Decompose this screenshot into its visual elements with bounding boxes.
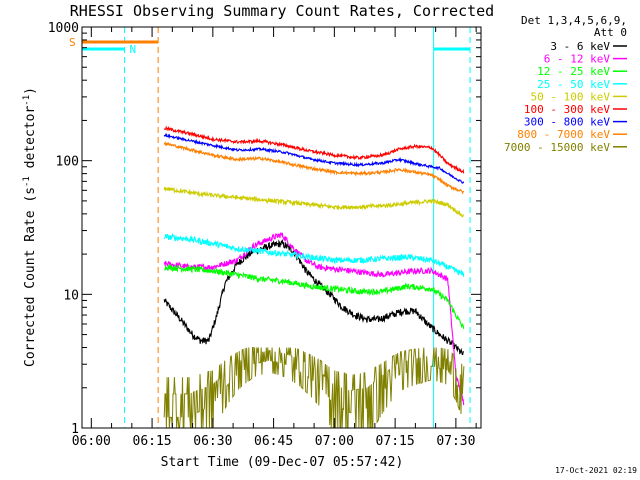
x-tick-label: 06:00 xyxy=(72,434,111,449)
y-axis-label: Corrected Count Rate (s-1 detector-1) xyxy=(22,87,38,367)
legend-entry-label: 25 - 50 keV xyxy=(537,78,610,91)
timestamp: 17-Oct-2021 02:19 xyxy=(555,466,637,475)
y-axis-label-part3: ) xyxy=(23,87,38,95)
series-line xyxy=(163,232,465,277)
legend-entry-label: 7000 - 15000 keV xyxy=(504,141,610,154)
x-tick-label: 07:00 xyxy=(315,434,354,449)
legend-entry-label: 12 - 25 keV xyxy=(537,65,610,78)
y-ticks: 1 10 100 1000 xyxy=(48,21,481,437)
legend-entry-label: 3 - 6 keV xyxy=(550,40,610,53)
x-ticks: 06:00 06:15 06:30 06:45 07:00 07:15 07:30 xyxy=(72,27,477,449)
flag-bar xyxy=(433,47,471,51)
y-axis-label-part1: Corrected Count Rate (s xyxy=(23,187,38,367)
flag-bar xyxy=(82,47,125,51)
y-tick-label: 1000 xyxy=(48,21,79,36)
x-tick-label: 06:30 xyxy=(193,434,232,449)
legend-entry-label: 100 - 300 keV xyxy=(524,103,610,116)
series-group xyxy=(163,125,465,429)
y-axis-label-sup1: -1 xyxy=(22,176,32,187)
series-line xyxy=(163,186,465,218)
legend-entry-label: 50 - 100 keV xyxy=(531,90,611,103)
x-tick-label: 06:15 xyxy=(133,434,172,449)
x-tick-label: 07:15 xyxy=(376,434,415,449)
x-tick-label: 07:30 xyxy=(436,434,475,449)
legend-header-2: Att 0 xyxy=(594,26,627,39)
series-line xyxy=(163,132,465,184)
flag-bar xyxy=(82,40,159,44)
legend-entry-label: 300 - 800 keV xyxy=(524,116,610,129)
series-line xyxy=(164,263,465,329)
series-line xyxy=(163,141,465,195)
legend-entry-label: 6 - 12 keV xyxy=(544,53,611,66)
chart-title: RHESSI Observing Summary Count Rates, Co… xyxy=(70,2,494,20)
series-line xyxy=(163,238,465,356)
flag-label: N xyxy=(130,43,137,56)
series-line xyxy=(163,231,465,406)
flag-bars: SN xyxy=(69,36,471,56)
legend-entry-label: 800 - 7000 keV xyxy=(517,128,610,141)
y-axis-label-sup2: -1 xyxy=(22,95,32,106)
plot-frame xyxy=(81,26,482,429)
x-tick-label: 06:45 xyxy=(254,434,293,449)
y-axis-label-part2: detector xyxy=(23,106,38,177)
legend-header-1: Det 1,3,4,5,6,9, xyxy=(521,14,627,27)
x-axis-label: Start Time (09-Dec-07 05:57:42) xyxy=(161,455,404,470)
series-line xyxy=(163,347,465,429)
y-tick-label: 1 xyxy=(71,422,79,437)
y-tick-label: 10 xyxy=(63,288,79,303)
series-line xyxy=(163,125,465,174)
flag-label: S xyxy=(69,36,76,49)
y-tick-label: 100 xyxy=(56,155,79,170)
